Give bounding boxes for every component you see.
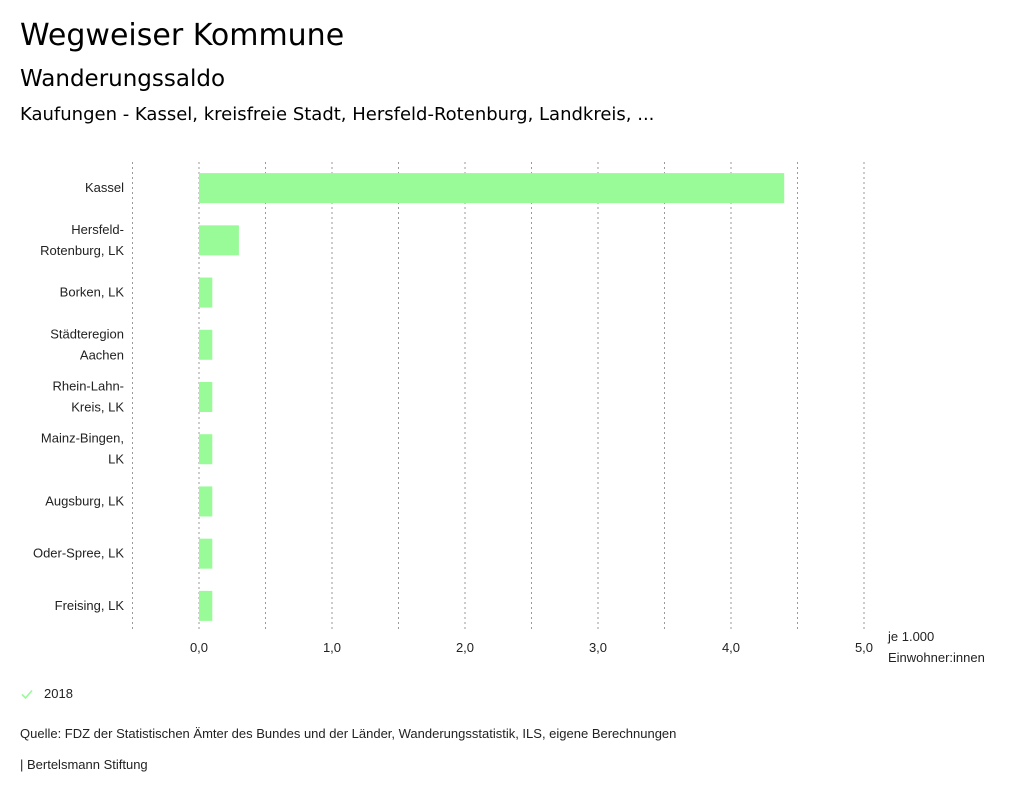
- x-tick-label: 5,0: [855, 640, 873, 655]
- unit-label-line: Einwohner:innen: [888, 650, 985, 665]
- unit-label: je 1.000 Einwohner:innen: [887, 629, 985, 665]
- source-note: Quelle: FDZ der Statistischen Ämter des …: [20, 726, 677, 741]
- category-label: Rotenburg, LK: [40, 243, 124, 258]
- category-label: Hersfeld-: [71, 222, 124, 237]
- unit-label-line: je 1.000: [887, 629, 934, 644]
- bars: [199, 173, 785, 621]
- category-label: Kassel: [85, 180, 124, 195]
- bar[interactable]: [199, 590, 213, 621]
- category-labels: Kassel Hersfeld- Rotenburg, LK Borken, LK St…: [33, 180, 124, 613]
- legend[interactable]: 2018: [20, 686, 73, 701]
- x-tick-label: 0,0: [190, 640, 208, 655]
- chart-subtitle: Wanderungssaldo: [20, 66, 226, 92]
- page-title: Wegweiser Kommune: [20, 18, 345, 53]
- bar[interactable]: [199, 277, 213, 308]
- bar[interactable]: [199, 486, 213, 517]
- bar-chart: Kassel Hersfeld- Rotenburg, LK Borken, LK St…: [33, 162, 985, 665]
- category-label: Freising, LK: [55, 598, 125, 613]
- x-tick-label: 3,0: [589, 640, 607, 655]
- x-tick-label: 2,0: [456, 640, 474, 655]
- category-label: Rhein-Lahn-: [52, 379, 124, 394]
- legend-label: 2018: [44, 686, 73, 701]
- region-selection: Kaufungen - Kassel, kreisfreie Stadt, He…: [20, 104, 655, 125]
- category-label: Aachen: [80, 347, 124, 362]
- category-label: Mainz-Bingen,: [41, 431, 124, 446]
- category-label: Städteregion: [50, 326, 124, 341]
- x-tick-label: 4,0: [722, 640, 740, 655]
- category-label: Kreis, LK: [71, 400, 124, 415]
- bar[interactable]: [199, 225, 239, 256]
- category-label: Borken, LK: [60, 285, 125, 300]
- category-label: Oder-Spree, LK: [33, 546, 124, 561]
- credit-note: | Bertelsmann Stiftung: [20, 757, 148, 772]
- bar[interactable]: [199, 382, 213, 412]
- category-label: LK: [108, 452, 124, 467]
- bar[interactable]: [199, 434, 213, 465]
- x-tick-labels: 0,0 1,0 2,0 3,0 4,0 5,0: [190, 640, 873, 655]
- bar[interactable]: [199, 538, 213, 569]
- x-tick-label: 1,0: [323, 640, 341, 655]
- grid-lines: [132, 162, 865, 632]
- bar[interactable]: [199, 329, 213, 360]
- category-label: Augsburg, LK: [45, 493, 124, 508]
- bar[interactable]: [199, 173, 785, 204]
- checkmark-icon: [21, 689, 33, 699]
